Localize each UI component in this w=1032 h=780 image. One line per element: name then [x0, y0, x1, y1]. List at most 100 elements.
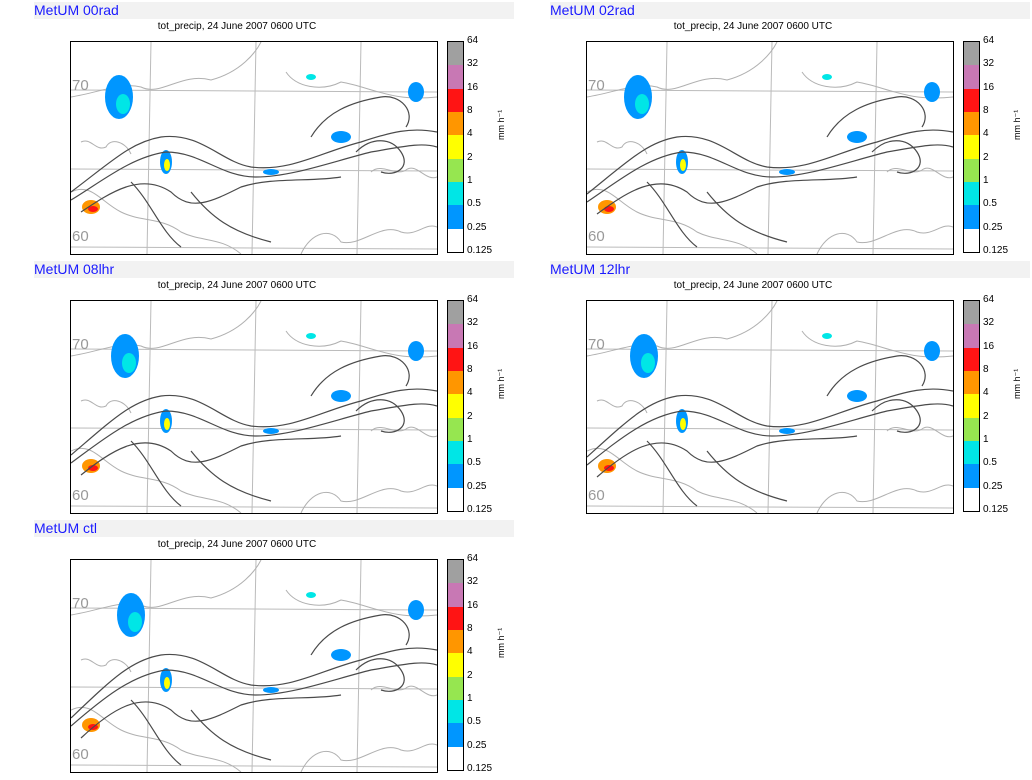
- colorbar-segment: [448, 42, 463, 66]
- coastline: [300, 743, 437, 772]
- colorbar-segment: [448, 394, 463, 418]
- gridline: [767, 301, 773, 513]
- colorbar-tick-label: 0.5: [467, 198, 481, 210]
- gridline: [662, 42, 668, 254]
- colorbar: [447, 300, 464, 512]
- gridline: [767, 42, 773, 254]
- coastline: [80, 658, 132, 673]
- precip-patch: [331, 390, 351, 402]
- map-panel: MetUM ctl tot_precip, 24 June 2007 0600 U…: [34, 520, 514, 778]
- colorbar-tick-label: 4: [467, 128, 473, 140]
- precip-patch: [779, 169, 795, 175]
- colorbar-segment: [964, 205, 979, 229]
- theta-contour: [190, 450, 272, 502]
- colorbar-tick-label: 32: [467, 576, 479, 588]
- gridline: [587, 505, 953, 509]
- colorbar-segment: [448, 630, 463, 654]
- panel-title: MetUM 12lhr: [550, 261, 1030, 278]
- colorbar-segment: [448, 723, 463, 747]
- colorbar-segment: [964, 42, 979, 66]
- gridline: [251, 301, 257, 513]
- theta-contour: [71, 403, 437, 464]
- latitude-label: 60: [72, 487, 89, 504]
- unit-label: mm h⁻¹: [1012, 109, 1022, 140]
- theta-contour: [130, 440, 182, 507]
- precip-patch: [779, 428, 795, 434]
- precip-patch: [847, 131, 867, 143]
- map-plot: [71, 301, 437, 513]
- colorbar-segment: [964, 182, 979, 206]
- latitude-label: 60: [588, 487, 605, 504]
- theta-contour: [71, 647, 437, 719]
- colorbar-tick-label: 64: [467, 294, 479, 305]
- coastline: [370, 426, 437, 438]
- coastline: [587, 447, 758, 513]
- colorbar-segment: [448, 606, 463, 630]
- coastline: [816, 484, 953, 513]
- theta-contour: [310, 355, 410, 397]
- precip-patch: [408, 341, 424, 361]
- theta-contour: [355, 399, 405, 433]
- map-panel: MetUM 12lhr tot_precip, 24 June 2007 0600…: [550, 261, 1030, 519]
- unit-label: mm h⁻¹: [496, 109, 506, 140]
- colorbar-segment: [448, 700, 463, 724]
- map-frame: [586, 300, 954, 514]
- coastline: [80, 140, 132, 155]
- theta-contour: [587, 403, 953, 466]
- precip-patch: [822, 333, 832, 339]
- precip-patch: [680, 159, 686, 171]
- gridline: [71, 686, 437, 690]
- gridline: [356, 301, 362, 513]
- colorbar-tick-label: 2: [983, 151, 989, 163]
- coastline: [71, 188, 242, 254]
- map-caption: tot_precip, 24 June 2007 0600 UTC: [157, 539, 317, 550]
- map-caption: tot_precip, 24 June 2007 0600 UTC: [673, 280, 833, 291]
- colorbar-tick-label: 32: [983, 317, 995, 329]
- gridline: [587, 168, 953, 172]
- colorbar-segment: [448, 653, 463, 677]
- precip-patch: [306, 592, 316, 598]
- colorbar-tick-label: 0.125: [983, 504, 1009, 515]
- panel-title: MetUM 00rad: [34, 2, 514, 19]
- gridline: [251, 42, 257, 254]
- precip-patch: [263, 169, 279, 175]
- colorbar-segment: [448, 112, 463, 136]
- unit-label: mm h⁻¹: [1012, 368, 1022, 399]
- colorbar-tick-label: 0.5: [983, 457, 997, 469]
- colorbar-tick-label: 2: [983, 410, 989, 422]
- coastline: [816, 225, 953, 254]
- theta-contour: [310, 96, 410, 138]
- coastline: [285, 330, 437, 358]
- precip-patch: [604, 206, 614, 212]
- panel-title: MetUM 08lhr: [34, 261, 514, 278]
- colorbar-tick-label: 0.25: [983, 221, 1003, 233]
- map-panel: MetUM 00rad tot_precip, 24 June 2007 0600…: [34, 2, 514, 260]
- precip-patch: [924, 341, 940, 361]
- coastline: [71, 447, 242, 513]
- colorbar-segment: [964, 394, 979, 418]
- theta-contour: [596, 176, 858, 215]
- colorbar-segment: [448, 560, 463, 584]
- gridline: [356, 560, 362, 772]
- gridline: [71, 168, 437, 172]
- precip-patch: [128, 612, 142, 632]
- gridline: [872, 42, 878, 254]
- colorbar-tick-label: 8: [983, 364, 989, 375]
- theta-contour: [706, 191, 788, 243]
- gridline: [356, 42, 362, 254]
- coastline: [801, 330, 953, 358]
- colorbar-tick-label: 32: [467, 58, 479, 70]
- colorbar-segment: [964, 135, 979, 159]
- gridline: [146, 42, 152, 254]
- colorbar-tick-label: 8: [467, 364, 473, 375]
- colorbar-segment: [448, 135, 463, 159]
- coastline: [886, 426, 953, 438]
- colorbar-tick-label: 0.25: [467, 221, 487, 233]
- latitude-label: 60: [72, 228, 89, 245]
- colorbar-tick-label: 8: [983, 105, 989, 116]
- colorbar-segment: [448, 347, 463, 371]
- colorbar-segment: [448, 441, 463, 465]
- theta-contour: [355, 658, 405, 692]
- gridline: [146, 301, 152, 513]
- map-caption: tot_precip, 24 June 2007 0600 UTC: [673, 21, 833, 32]
